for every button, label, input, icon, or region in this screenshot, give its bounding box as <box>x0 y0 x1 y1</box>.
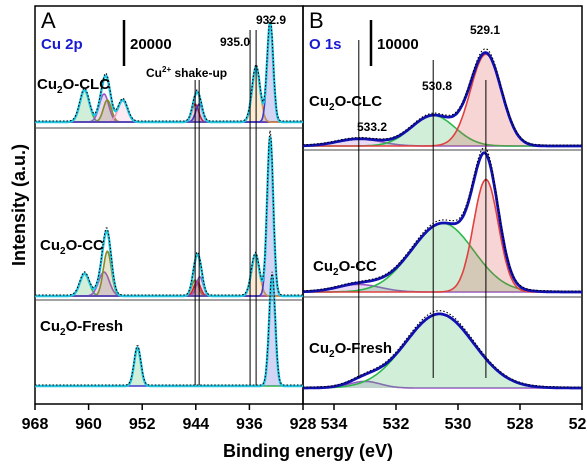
plot-group <box>35 17 582 390</box>
panel-b-peak-label-2: 530.8 <box>422 79 452 93</box>
panel-b-series-2-raw <box>303 310 582 388</box>
panel-a-sample-label-clc: Cu2O-CLC <box>37 76 110 96</box>
panel-b-series-2-envelope <box>303 312 582 390</box>
panel-b-series-2-peak-0 <box>303 380 582 389</box>
panel-a-letter: A <box>41 8 56 33</box>
panel-a-sample-label-cc: Cu2O-CC <box>40 237 104 257</box>
panel-a-series-0-peak-0-fill <box>35 90 303 122</box>
panel-b-peak-label-3: 529.1 <box>470 23 500 37</box>
panel-b-peak-label-1: 533.2 <box>357 120 387 134</box>
panel-b-series-1-peak-1-fill <box>303 223 582 292</box>
panel-a-tick-label-0: 968 <box>22 416 49 433</box>
panel-a-peak-label-1: 935.0 <box>220 35 250 49</box>
panel-a-series-2-raw <box>35 271 303 386</box>
panel-a-peak-label-2: 932.9 <box>256 13 286 27</box>
panel-b-tick-label-1: 532 <box>383 416 410 433</box>
panel-b-letter: B <box>309 8 324 33</box>
panel-a-series-1-peak-0-fill <box>35 273 303 296</box>
panel-a-tick-label-2: 952 <box>129 416 156 433</box>
shakeup-annotation: Cu2+ shake-up <box>146 65 227 80</box>
panel-a-tick-label-3: 944 <box>182 416 209 433</box>
panel-a-series-2-peak-1-fill <box>35 276 303 386</box>
panel-a-series-0-peak-2-fill <box>35 100 303 122</box>
panel-b-sample-label-cc: Cu2O-CC <box>313 258 377 278</box>
panel-b-sample-label-fresh: Cu2O-Fresh <box>309 340 392 360</box>
panel-a-series-0-envelope <box>35 21 303 124</box>
panel-b-tick-label-0: 534 <box>321 416 348 433</box>
panel-a-series-2-peak-0 <box>35 347 303 387</box>
panel-a-series-2-envelope <box>35 275 303 388</box>
panel-b-tick-label-3: 528 <box>507 416 534 433</box>
panel-a-sample-label-fresh: Cu2O-Fresh <box>40 318 123 338</box>
panel-a-series-1-raw <box>35 130 303 296</box>
panel-b-series-1-raw <box>303 147 582 292</box>
panel-b-region-label: O 1s <box>309 36 342 53</box>
panel-b-series-0-raw <box>303 48 582 146</box>
panel-a-region-label: Cu 2p <box>41 36 83 53</box>
reference-lines <box>194 30 487 385</box>
panel-b-sample-label-clc: Cu2O-CLC <box>309 93 382 113</box>
panel-b-series-0-envelope <box>303 51 582 148</box>
panel-a-series-1-peak-2-fill <box>35 251 303 296</box>
panel-a-series-1-envelope <box>35 136 303 298</box>
panel-a-tick-label-5: 928 <box>290 416 317 433</box>
panel-b-series-0-peak-1-fill <box>303 115 582 146</box>
panel-b-tick-label-4: 526 <box>569 416 587 433</box>
x-axis-title: Binding energy (eV) <box>223 441 393 461</box>
panel-b-scale-label: 10000 <box>377 36 419 53</box>
panel-b-series-2-peak-1-fill <box>303 313 582 388</box>
panel-a-series-0-raw <box>35 17 303 122</box>
panel-a-tick-label-4: 936 <box>236 416 263 433</box>
panel-b-frame <box>302 5 583 405</box>
panel-a-tick-label-1: 960 <box>75 416 102 433</box>
panel-a-series-2-peak-0-fill <box>35 347 303 386</box>
panel-b-series-2-peak-0-fill <box>303 381 582 388</box>
y-axis-title: Intensity (a.u.) <box>9 144 29 266</box>
panel-b-series-1-envelope <box>303 151 582 294</box>
panel-a-scale-label: 20000 <box>130 36 172 53</box>
panel-b-tick-label-2: 530 <box>445 416 472 433</box>
